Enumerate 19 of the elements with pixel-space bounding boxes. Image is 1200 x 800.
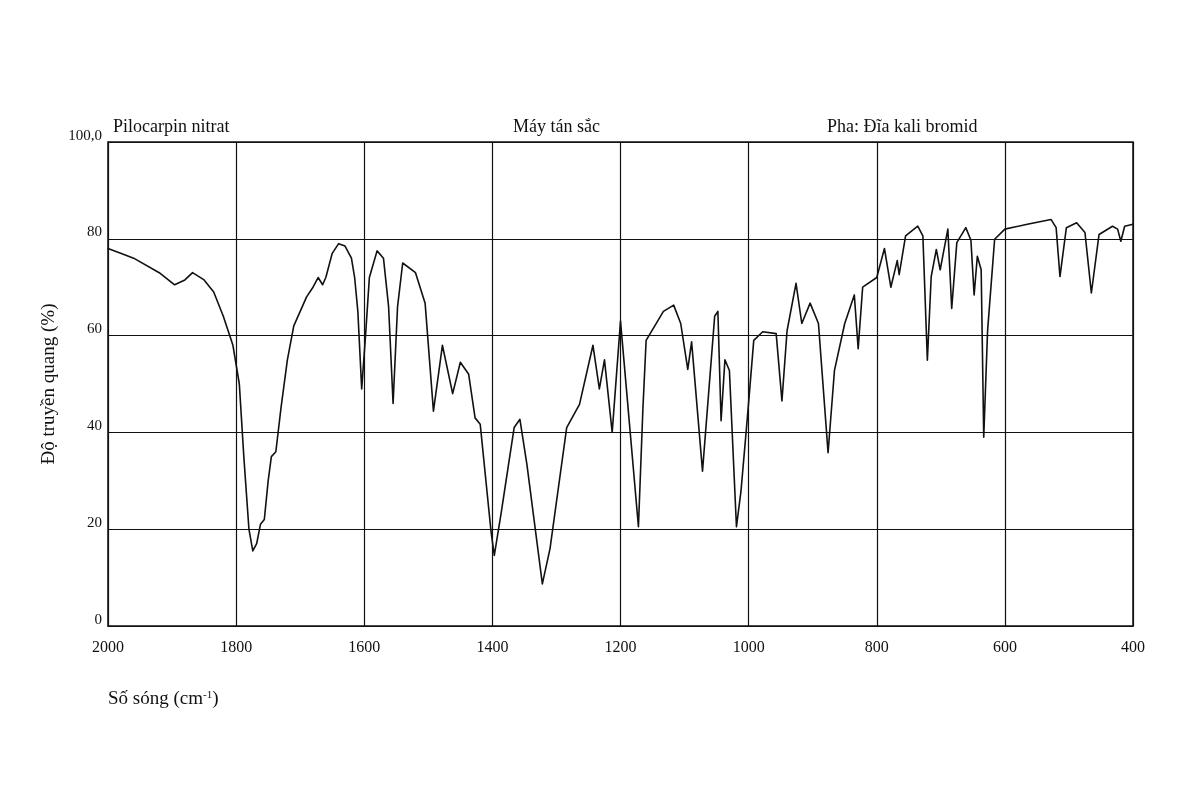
x-tick-label: 800 bbox=[864, 637, 889, 655]
text: Máy tán sắc bbox=[513, 116, 601, 136]
y-tick-label: 20 bbox=[87, 513, 102, 530]
x-tick-label: 600 bbox=[992, 637, 1017, 655]
y-tick-label: 0 bbox=[94, 610, 102, 627]
x-tick-label: 1800 bbox=[220, 637, 253, 655]
text: Pha: Đĩa kali bromid bbox=[827, 116, 978, 136]
x-tick-label: 1200 bbox=[604, 637, 637, 655]
chart-title: Pilocarpin nitrat bbox=[113, 116, 230, 136]
x-tick-label: 1600 bbox=[348, 637, 381, 655]
y-tick-label: 100,0 bbox=[68, 126, 102, 143]
y-tick-label: 60 bbox=[87, 320, 102, 337]
y-axis-title: Độ truyền quang (%) bbox=[37, 303, 60, 465]
x-tick-label: 2000 bbox=[92, 637, 124, 655]
x-tick-label: 1400 bbox=[476, 637, 509, 655]
y-tick-label: 40 bbox=[87, 416, 102, 433]
x-tick-label: 400 bbox=[1121, 637, 1145, 655]
x-tick-label: 1000 bbox=[732, 637, 765, 655]
y-tick-label: 80 bbox=[87, 223, 102, 240]
